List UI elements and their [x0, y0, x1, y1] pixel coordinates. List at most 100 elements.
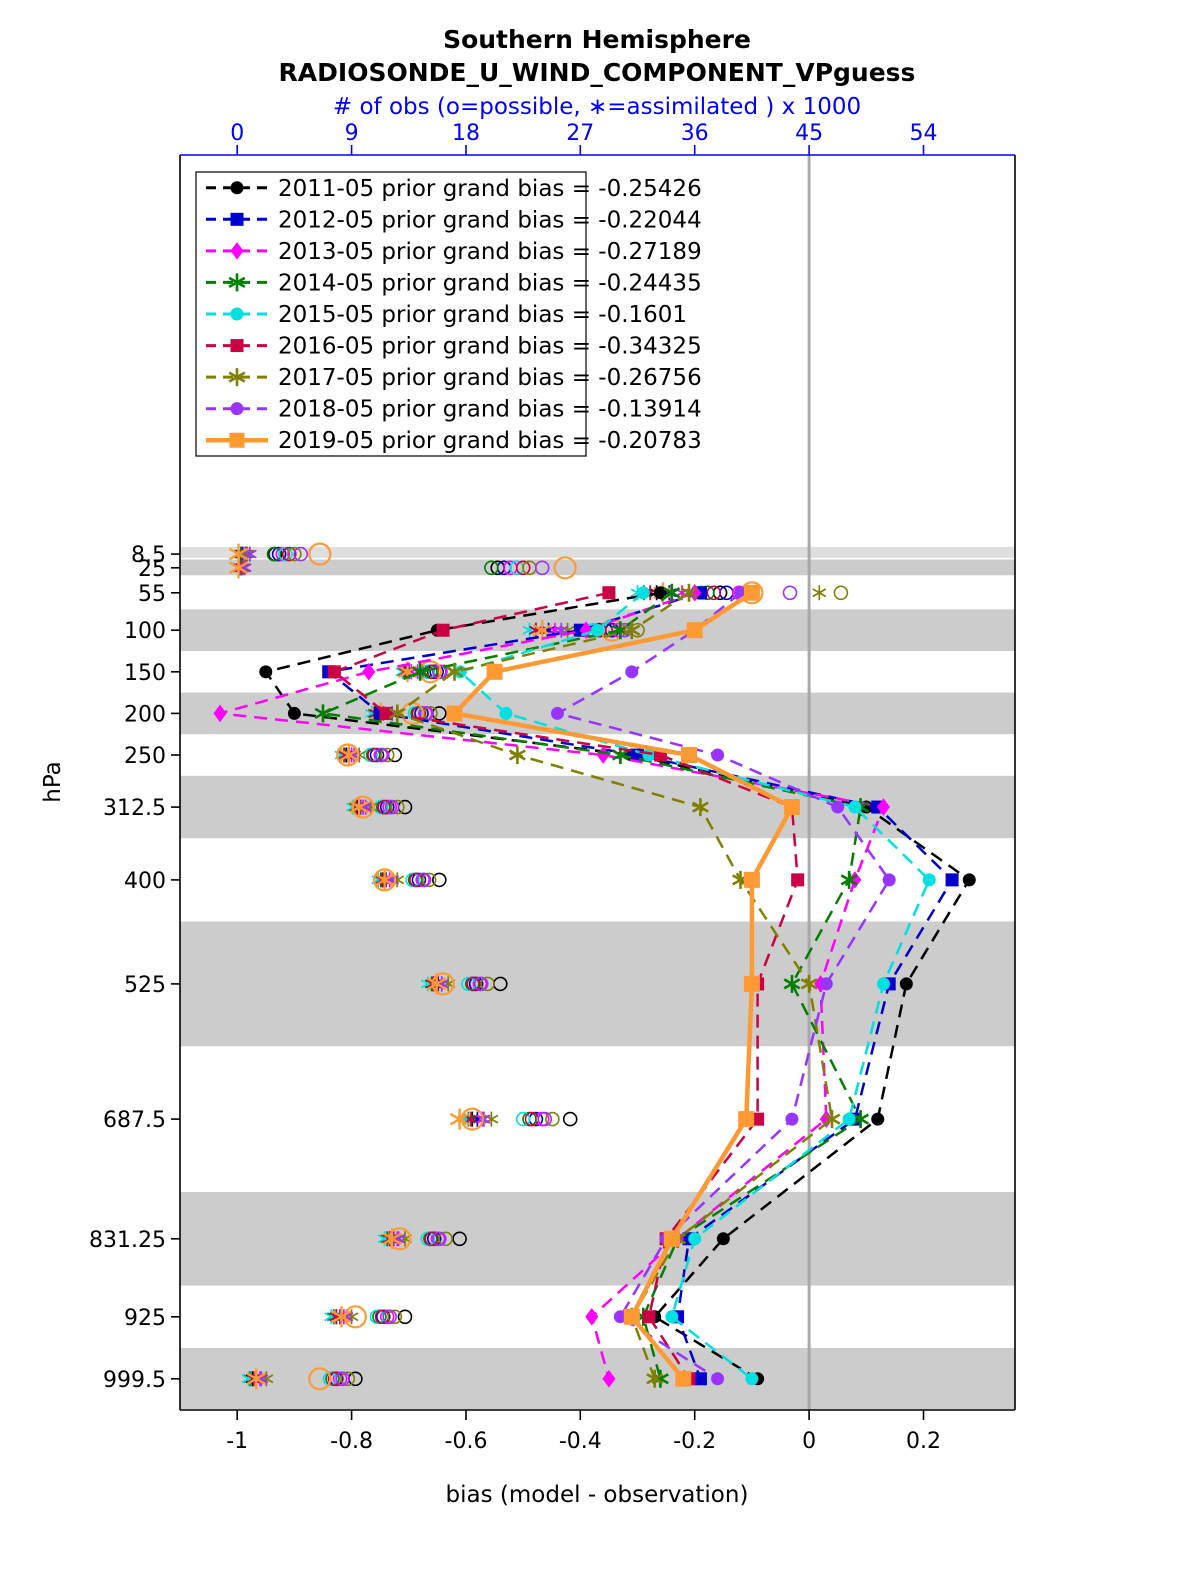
legend-entry-2011-05: 2011-05 prior grand bias = -0.25426 — [206, 176, 702, 202]
obs-assimilated-marker — [349, 796, 369, 818]
pressure-tick-label: 8.5 — [131, 543, 166, 568]
series-point-star-marker — [314, 704, 332, 723]
pressure-tick-label: 525 — [124, 973, 166, 998]
series-point-circle-marker — [785, 1112, 799, 1126]
obs-assimilated-marker — [449, 1108, 470, 1130]
series-point-circle-marker — [831, 800, 845, 814]
obs-assimilated-marker — [339, 744, 359, 766]
series-point-diamond-marker — [819, 1110, 833, 1128]
obs-possible-marker — [537, 1111, 553, 1127]
series-point-circle-marker — [636, 586, 650, 600]
series-point-star-marker — [692, 798, 709, 817]
series-line-2018-05 — [554, 591, 891, 1380]
series-point-square-marker — [623, 1308, 640, 1325]
series-point-square-marker — [783, 799, 800, 816]
obs-possible-marker — [452, 1231, 467, 1247]
series-line-2011-05 — [263, 591, 971, 1380]
series-point-circle-marker — [876, 977, 890, 991]
legend-entry-2019-05: 2019-05 prior grand bias = -0.20783 — [206, 428, 702, 454]
series-point-circle-marker — [591, 623, 604, 637]
series-line-2019-05 — [449, 590, 796, 1381]
obs-possible-marker — [416, 872, 432, 888]
shaded-layer — [180, 559, 1015, 576]
series-point-star-marker — [840, 870, 858, 889]
series-point-circle-marker — [230, 402, 244, 416]
pressure-tick-label: 312.5 — [103, 796, 166, 821]
series-point-circle-marker — [711, 1372, 725, 1386]
legend-entry-2014-05: 2014-05 prior grand bias = -0.24435 — [206, 270, 702, 296]
obs-assimilated-marker — [228, 557, 249, 579]
obs-possible-marker — [562, 1111, 578, 1127]
series-point-star-marker — [228, 368, 246, 387]
series-point-star-marker — [228, 273, 246, 292]
series-point-circle-marker — [716, 1232, 730, 1246]
series-point-diamond-marker — [213, 704, 227, 723]
obs-possible-marker — [387, 1309, 403, 1325]
series-point-square-marker — [436, 623, 450, 637]
legend-entry-label: 2015-05 prior grand bias = -0.1601 — [278, 302, 687, 328]
series-point-star-marker — [852, 1110, 870, 1129]
series-point-star-marker — [623, 621, 641, 640]
obs-possible-marker — [388, 1227, 412, 1251]
series-point-star-marker — [508, 746, 526, 764]
obs-possible-marker — [405, 872, 420, 888]
obs-possible-marker — [397, 1309, 413, 1325]
legend-entry-label: 2016-05 prior grand bias = -0.34325 — [278, 334, 702, 360]
obs-tick-label: 54 — [910, 121, 938, 146]
series-point-circle-marker — [625, 665, 639, 679]
obs-possible-marker — [374, 747, 390, 763]
series-point-square-marker — [693, 1372, 707, 1386]
series-point-circle-marker — [871, 1112, 885, 1126]
shaded-layer — [180, 692, 1015, 735]
pressure-tick-label: 687.5 — [103, 1108, 166, 1133]
series-point-star-marker — [388, 704, 406, 723]
series-point-square-marker — [230, 212, 244, 226]
obs-possible-marker — [421, 872, 437, 888]
obs-possible-marker — [431, 1231, 447, 1247]
obs-tick-label: 27 — [566, 121, 594, 146]
obs-possible-marker — [611, 622, 626, 638]
pressure-tick-label: 925 — [124, 1306, 166, 1331]
obs-possible-marker — [389, 799, 405, 815]
series-point-circle-marker — [745, 1372, 759, 1386]
obs-possible-marker — [287, 546, 302, 562]
shaded-layer — [180, 547, 1015, 558]
bias-axis-label: bias (model - observation) — [446, 1482, 749, 1508]
series-point-star-marker — [800, 974, 818, 993]
series-line-2016-05 — [331, 591, 799, 1380]
obs-possible-marker — [431, 972, 455, 996]
legend-entry-label: 2013-05 prior grand bias = -0.27189 — [278, 239, 702, 265]
obs-possible-marker — [833, 585, 849, 601]
obs-assimilated-marker — [812, 585, 827, 601]
obs-possible-marker — [553, 556, 577, 580]
series-point-star-marker — [680, 583, 698, 602]
series-point-square-marker — [743, 871, 760, 888]
series-point-circle-marker — [613, 1310, 627, 1324]
series-point-square-marker — [602, 586, 616, 600]
obs-possible-marker — [335, 1371, 351, 1387]
series-point-square-marker — [945, 873, 959, 887]
series-point-circle-marker — [287, 706, 301, 720]
series-point-diamond-marker — [848, 871, 862, 889]
obs-possible-marker — [480, 976, 495, 992]
obs-possible-marker — [293, 546, 309, 562]
obs-possible-marker — [387, 747, 403, 763]
series-point-circle-marker — [688, 1232, 702, 1246]
legend-entry-label: 2019-05 prior grand bias = -0.20783 — [278, 428, 702, 454]
series-point-diamond-marker — [585, 1308, 599, 1326]
obs-possible-marker — [363, 747, 378, 763]
obs-assimilated-marker — [331, 1306, 352, 1328]
legend-entry-2013-05: 2013-05 prior grand bias = -0.27189 — [206, 239, 702, 265]
series-point-circle-marker — [848, 800, 862, 814]
series-point-circle-marker — [711, 748, 725, 762]
series-point-square-marker — [486, 663, 503, 680]
legend-entry-label: 2018-05 prior grand bias = -0.13914 — [278, 397, 702, 423]
series-point-circle-marker — [230, 181, 244, 195]
series-point-square-marker — [230, 339, 244, 353]
obs-tick-label: 18 — [452, 121, 480, 146]
series-point-circle-marker — [882, 873, 896, 887]
bias-tick-label: 0 — [802, 1429, 816, 1454]
obs-possible-marker — [515, 1111, 531, 1127]
